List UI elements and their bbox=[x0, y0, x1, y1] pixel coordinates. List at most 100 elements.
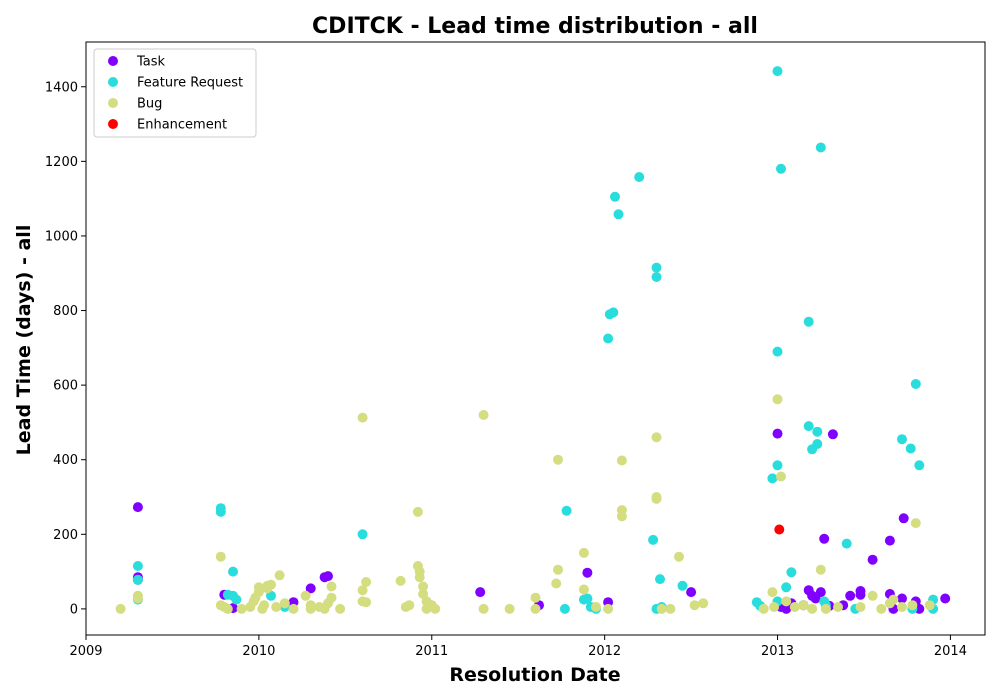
data-point bbox=[215, 506, 226, 517]
data-point bbox=[222, 603, 233, 614]
data-point bbox=[478, 603, 489, 614]
data-point bbox=[905, 443, 916, 454]
legend: Task Feature Request Bug Enhancement bbox=[93, 48, 257, 138]
data-point bbox=[769, 602, 780, 612]
data-point bbox=[357, 596, 368, 607]
data-point bbox=[815, 564, 826, 575]
data-point bbox=[772, 66, 783, 77]
data-point bbox=[677, 580, 688, 591]
data-point bbox=[591, 602, 601, 612]
data-point bbox=[772, 346, 783, 357]
data-point bbox=[648, 534, 659, 545]
data-point bbox=[786, 567, 797, 578]
data-point bbox=[686, 587, 697, 598]
y-tick-label: 1200 bbox=[45, 155, 78, 170]
data-point bbox=[430, 603, 441, 614]
data-point bbox=[651, 493, 662, 504]
data-point bbox=[613, 209, 624, 220]
legend-label: Bug bbox=[137, 97, 162, 112]
legend-marker bbox=[108, 119, 118, 129]
series-bug bbox=[115, 394, 935, 614]
data-point bbox=[897, 602, 907, 612]
data-point bbox=[914, 460, 925, 471]
data-point bbox=[412, 506, 423, 517]
data-point bbox=[665, 603, 676, 614]
data-point bbox=[651, 262, 662, 273]
x-tick-label: 2014 bbox=[934, 644, 967, 659]
data-point bbox=[132, 574, 143, 585]
data-point bbox=[323, 571, 333, 582]
data-point bbox=[767, 587, 778, 598]
legend-marker bbox=[108, 56, 118, 66]
data-point bbox=[634, 172, 645, 182]
data-point bbox=[305, 583, 316, 594]
data-point bbox=[815, 142, 826, 153]
data-point bbox=[271, 602, 282, 612]
data-point bbox=[807, 603, 818, 614]
data-point bbox=[781, 582, 792, 593]
x-axis-ticks: 2009 2010 2011 2012 2013 2014 bbox=[69, 635, 967, 659]
y-tick-label: 400 bbox=[53, 453, 78, 468]
data-point bbox=[651, 432, 662, 443]
data-point bbox=[897, 593, 907, 604]
data-point bbox=[357, 585, 368, 596]
data-point bbox=[651, 272, 662, 282]
data-point bbox=[253, 582, 264, 593]
data-point bbox=[236, 603, 247, 614]
data-point bbox=[504, 603, 515, 614]
x-tick-label: 2009 bbox=[69, 644, 102, 659]
data-point bbox=[228, 566, 238, 577]
data-point bbox=[305, 603, 316, 614]
data-point bbox=[897, 434, 907, 445]
data-point bbox=[772, 428, 783, 439]
y-tick-label: 200 bbox=[53, 528, 78, 543]
data-point bbox=[414, 572, 425, 583]
data-point bbox=[582, 567, 593, 578]
data-point bbox=[798, 600, 809, 611]
data-point bbox=[361, 577, 372, 587]
data-point bbox=[578, 584, 589, 595]
y-tick-label: 1400 bbox=[45, 80, 78, 95]
data-point bbox=[772, 460, 783, 471]
data-point bbox=[288, 603, 299, 614]
data-point bbox=[418, 581, 429, 592]
data-point bbox=[656, 603, 667, 614]
y-tick-label: 800 bbox=[53, 304, 78, 319]
y-tick-label: 1000 bbox=[45, 229, 78, 244]
data-point bbox=[924, 600, 935, 611]
data-point bbox=[266, 590, 276, 601]
data-point bbox=[767, 473, 778, 484]
data-point bbox=[357, 529, 368, 540]
data-point bbox=[774, 524, 785, 535]
chart-title: CDITCK - Lead time distribution - all bbox=[312, 14, 758, 39]
x-tick-label: 2013 bbox=[761, 644, 794, 659]
data-point bbox=[907, 600, 918, 611]
data-point bbox=[833, 602, 843, 612]
data-point bbox=[578, 547, 589, 558]
data-point bbox=[279, 598, 290, 609]
data-point bbox=[815, 587, 826, 598]
data-point bbox=[266, 579, 276, 590]
data-point bbox=[855, 602, 866, 612]
data-point bbox=[781, 596, 792, 607]
data-point bbox=[812, 439, 823, 449]
data-point bbox=[803, 316, 814, 327]
data-point bbox=[404, 600, 415, 611]
data-point bbox=[395, 575, 406, 586]
data-point bbox=[132, 502, 143, 513]
legend-marker bbox=[108, 98, 118, 108]
legend-marker bbox=[108, 77, 118, 87]
data-point bbox=[910, 379, 921, 389]
x-tick-label: 2011 bbox=[415, 644, 448, 659]
x-tick-label: 2012 bbox=[588, 644, 621, 659]
data-point bbox=[940, 593, 951, 604]
y-tick-label: 0 bbox=[70, 602, 78, 617]
data-point bbox=[603, 333, 614, 344]
series-enhancement bbox=[774, 524, 785, 535]
data-point bbox=[910, 518, 921, 529]
data-point bbox=[530, 603, 541, 614]
x-tick-label: 2010 bbox=[242, 644, 275, 659]
data-point bbox=[478, 410, 489, 420]
data-point bbox=[689, 600, 700, 611]
